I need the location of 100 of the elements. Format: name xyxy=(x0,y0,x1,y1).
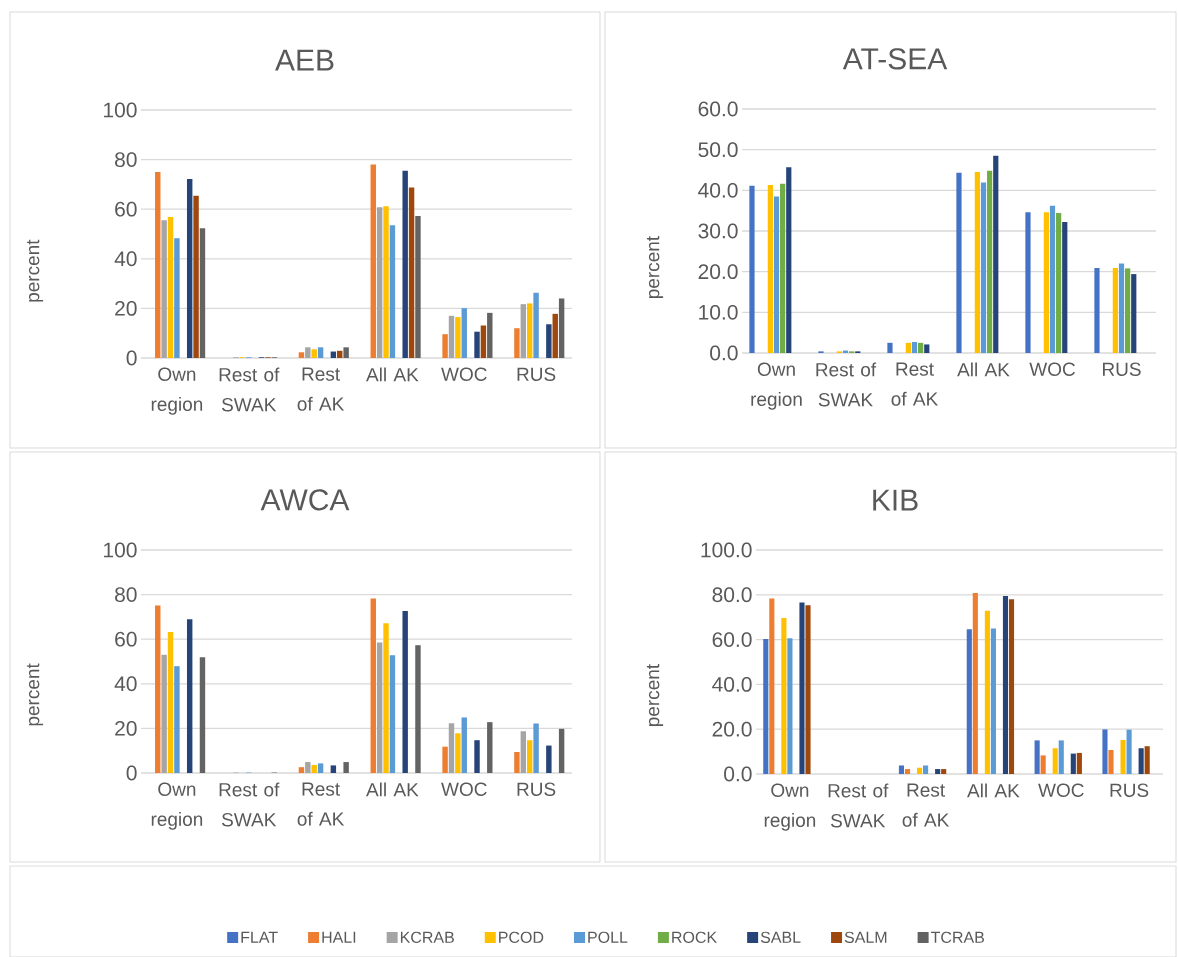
legend-label: KCRAB xyxy=(400,931,454,943)
bar xyxy=(526,740,533,773)
bar xyxy=(311,349,317,358)
bar xyxy=(1062,222,1068,353)
bar xyxy=(1034,740,1040,774)
bar xyxy=(526,303,533,358)
bar xyxy=(370,598,376,773)
bar xyxy=(174,666,180,773)
bar xyxy=(916,767,923,774)
y-tick-label: 0 xyxy=(126,765,137,781)
bar xyxy=(887,342,893,353)
bar xyxy=(781,618,787,774)
x-tick-label: WOC xyxy=(441,367,487,381)
bar xyxy=(558,298,565,358)
x-tick-label: WOC xyxy=(1029,362,1075,376)
bar xyxy=(161,654,167,773)
bar xyxy=(905,342,911,353)
chart-title: AT-SEA xyxy=(842,48,948,70)
y-axis-title: percent xyxy=(646,236,664,299)
y-tick-label: 20 xyxy=(115,720,137,736)
bar xyxy=(193,195,199,358)
y-tick-label: 0.0 xyxy=(724,766,752,782)
bar xyxy=(918,342,924,353)
bar xyxy=(298,352,305,358)
y-tick-label: 100 xyxy=(104,102,137,118)
x-tick-label: Rest of SWAK xyxy=(219,367,280,412)
bar xyxy=(767,185,773,353)
bar xyxy=(1008,599,1015,774)
bar xyxy=(546,324,552,358)
y-axis-title: percent xyxy=(26,239,44,302)
bar xyxy=(415,645,421,773)
y-tick-label: 40 xyxy=(114,676,137,692)
y-tick-label: 40 xyxy=(114,251,137,267)
bar xyxy=(1120,739,1126,774)
bar xyxy=(1131,274,1137,353)
x-tick-label: Rest of SWAK xyxy=(219,782,280,827)
bar xyxy=(330,765,337,773)
bar xyxy=(305,347,311,358)
bar xyxy=(155,171,161,358)
bar xyxy=(383,206,389,358)
bar xyxy=(799,602,805,774)
bar xyxy=(533,723,539,773)
bar xyxy=(1138,748,1144,774)
bar xyxy=(455,317,461,358)
bar xyxy=(161,220,167,358)
bar xyxy=(408,187,415,358)
x-tick-label: WOC xyxy=(441,782,487,796)
legend-label: PCOD xyxy=(499,931,544,943)
bar xyxy=(1002,595,1009,774)
bar xyxy=(1125,268,1131,353)
legend-label: TCRAB xyxy=(930,931,984,943)
y-tick-label: 80 xyxy=(115,587,137,603)
x-tick-label: All AK xyxy=(957,362,1010,377)
bar xyxy=(520,731,527,773)
bar xyxy=(343,347,349,358)
bar xyxy=(186,178,193,358)
bar xyxy=(911,342,918,353)
chart-title: AEB xyxy=(275,49,334,71)
bar xyxy=(558,728,565,773)
bar xyxy=(787,638,793,774)
bar xyxy=(442,334,448,358)
x-tick-label: RUS xyxy=(1110,783,1149,797)
bar xyxy=(487,722,493,773)
legend-label: SABL xyxy=(760,931,801,943)
bar xyxy=(984,610,990,774)
bar xyxy=(383,623,389,773)
bar xyxy=(956,172,962,353)
bar xyxy=(317,763,324,773)
bar xyxy=(990,628,996,774)
bar xyxy=(1126,729,1132,774)
bar xyxy=(487,312,493,358)
legend-label: ROCK xyxy=(672,931,717,943)
chart-title: KIB xyxy=(873,489,918,511)
bar xyxy=(1049,205,1056,353)
bar xyxy=(923,765,929,774)
bar xyxy=(402,611,408,773)
bar xyxy=(370,164,376,358)
x-tick-label: Rest of AK xyxy=(297,782,345,826)
bar xyxy=(514,752,520,773)
bar xyxy=(311,764,317,773)
bar xyxy=(1094,267,1100,353)
bar xyxy=(980,182,987,353)
bar xyxy=(972,592,978,774)
y-tick-label: 20.0 xyxy=(712,721,752,737)
bar xyxy=(1070,753,1076,774)
y-tick-label: 20.0 xyxy=(698,264,738,280)
bar xyxy=(898,765,905,774)
bar xyxy=(546,745,552,773)
bar xyxy=(343,762,349,773)
x-tick-label: Rest of AK xyxy=(902,783,950,827)
bar xyxy=(461,308,467,358)
bar xyxy=(987,170,993,353)
bar xyxy=(749,185,755,353)
x-tick-label: All AK xyxy=(967,783,1020,798)
bar xyxy=(455,733,461,773)
x-tick-label: Rest of SWAK xyxy=(816,362,877,407)
y-tick-label: 0.0 xyxy=(710,345,738,361)
y-axis-title: percent xyxy=(26,663,44,726)
bar xyxy=(974,172,980,353)
bar xyxy=(1076,752,1082,774)
